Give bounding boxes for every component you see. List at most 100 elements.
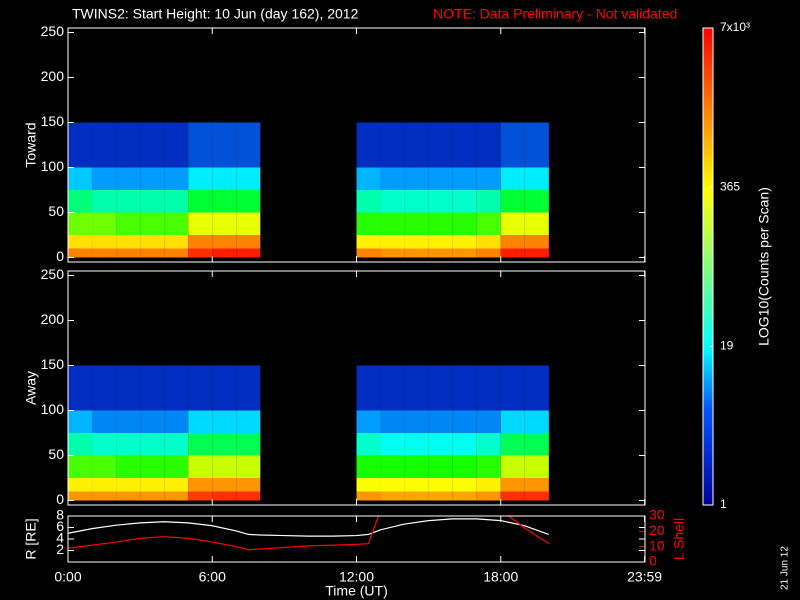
heatmap-cell <box>500 212 525 235</box>
heatmap-cell <box>164 122 189 168</box>
heatmap-cell <box>164 433 189 456</box>
y2-tick-label: 20 <box>649 522 665 538</box>
heatmap-cell <box>500 491 525 501</box>
heatmap-cell <box>236 235 261 249</box>
heatmap-cell <box>236 455 261 478</box>
heatmap-cell <box>188 478 213 492</box>
heatmap-cell <box>500 167 525 190</box>
colorbar-tick-label: 19 <box>720 339 734 353</box>
heatmap-cell <box>188 190 213 213</box>
heatmap-cell <box>356 491 381 501</box>
heatmap-cell <box>212 212 237 235</box>
heatmap-cell <box>164 167 189 190</box>
heatmap-cell <box>236 212 261 235</box>
y-tick-label: 50 <box>48 446 64 462</box>
heatmap-cell <box>356 410 381 433</box>
heatmap-cell <box>116 167 141 190</box>
heatmap-cell <box>524 122 549 168</box>
heatmap-cell <box>212 410 237 433</box>
heatmap-cell <box>140 167 165 190</box>
heatmap-cell <box>476 491 501 501</box>
heatmap-cell <box>140 478 165 492</box>
heatmap-cell <box>140 190 165 213</box>
heatmap-cell <box>188 365 213 411</box>
heatmap-cell <box>524 167 549 190</box>
heatmap-cell <box>428 410 453 433</box>
heatmap-cell <box>212 365 237 411</box>
heatmap-cell <box>356 455 381 478</box>
heatmap-cell <box>452 212 477 235</box>
heatmap-cell <box>236 491 261 501</box>
heatmap-cell <box>476 410 501 433</box>
heatmap-cell <box>140 410 165 433</box>
heatmap-cell <box>164 248 189 258</box>
heatmap-cell <box>116 478 141 492</box>
plot-frame <box>67 515 646 563</box>
heatmap-cell <box>188 433 213 456</box>
heatmap-cell <box>476 122 501 168</box>
heatmap-cell <box>500 410 525 433</box>
series-line <box>68 518 550 537</box>
heatmap-cell <box>188 248 213 258</box>
heatmap-cell <box>236 190 261 213</box>
heatmap-cell <box>404 190 429 213</box>
heatmap-cell <box>380 410 405 433</box>
x-tick-label: 23:59 <box>627 569 662 585</box>
heatmap-cell <box>164 212 189 235</box>
heatmap-cell <box>164 455 189 478</box>
heatmap-cell <box>380 478 405 492</box>
y-label: Toward <box>23 122 39 167</box>
heatmap-cell <box>500 478 525 492</box>
heatmap-cell <box>452 478 477 492</box>
heatmap-cell <box>452 410 477 433</box>
series-line <box>68 516 379 551</box>
heatmap-cell <box>404 433 429 456</box>
heatmap-cell <box>380 190 405 213</box>
y-tick-label: 200 <box>41 311 65 327</box>
note: NOTE: Data Preliminary - Not validated <box>433 6 677 22</box>
x-tick-label: 6:00 <box>199 569 226 585</box>
heatmap-cell <box>68 410 93 433</box>
x-tick-label: 18:00 <box>483 569 518 585</box>
heatmap-cell <box>452 248 477 258</box>
colorbar-label: LOG10(Counts per Scan) <box>756 187 772 346</box>
heatmap-cell <box>92 455 117 478</box>
heatmap-cell <box>92 167 117 190</box>
y-tick-label: 200 <box>41 68 65 84</box>
heatmap-cell <box>92 433 117 456</box>
y-tick-label: 50 <box>48 203 64 219</box>
heatmap-cell <box>356 478 381 492</box>
heatmap-cell <box>188 212 213 235</box>
heatmap-cell <box>188 491 213 501</box>
heatmap-cell <box>452 433 477 456</box>
heatmap-cell <box>404 167 429 190</box>
heatmap-cell <box>476 167 501 190</box>
y-tick-label: 0 <box>56 248 64 264</box>
series-line <box>507 516 550 545</box>
y-tick-label: 8 <box>56 507 64 523</box>
heatmap-cell <box>524 235 549 249</box>
heatmap-cell <box>380 433 405 456</box>
heatmap-cell <box>116 491 141 501</box>
heatmap-cell <box>140 235 165 249</box>
heatmap-cell <box>140 433 165 456</box>
y2-label: L Shell <box>671 518 687 560</box>
heatmap-cell <box>452 455 477 478</box>
heatmap-cell <box>452 491 477 501</box>
y-tick-label: 100 <box>41 401 65 417</box>
heatmap-cell <box>428 365 453 411</box>
heatmap-cell <box>404 122 429 168</box>
heatmap-cell <box>500 190 525 213</box>
heatmap-cell <box>500 248 525 258</box>
heatmap-cell <box>188 410 213 433</box>
heatmap-cell <box>428 190 453 213</box>
heatmap-cell <box>380 122 405 168</box>
heatmap-cell <box>380 365 405 411</box>
y-tick-label: 150 <box>41 113 65 129</box>
heatmap-cell <box>356 365 381 411</box>
heatmap-cell <box>188 235 213 249</box>
heatmap-cell <box>380 235 405 249</box>
heatmap-cell <box>212 122 237 168</box>
heatmap-cell <box>236 365 261 411</box>
heatmap-cell <box>68 122 93 168</box>
